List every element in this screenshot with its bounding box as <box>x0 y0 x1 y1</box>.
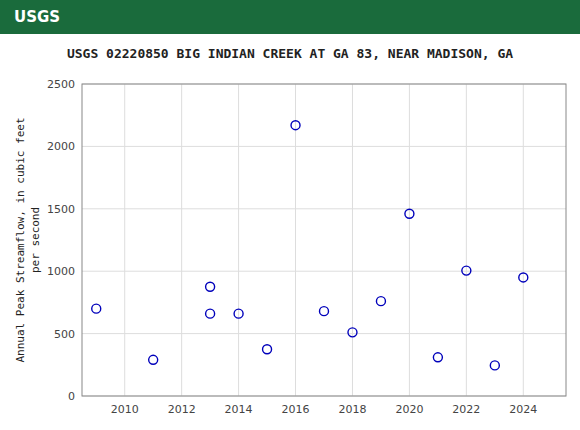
plot-frame <box>82 84 566 396</box>
header-text: USGS <box>14 8 60 26</box>
grid-line <box>124 84 125 396</box>
tick-label: 2018 <box>338 403 366 416</box>
point <box>206 309 215 318</box>
point <box>405 209 414 218</box>
tick-label: 2000 <box>47 140 75 153</box>
point <box>490 361 499 370</box>
point <box>462 266 471 275</box>
point <box>92 304 101 313</box>
point <box>291 121 300 130</box>
grid-line <box>466 84 467 396</box>
grid-line <box>523 84 524 396</box>
point <box>376 297 385 306</box>
point <box>320 307 329 316</box>
grid <box>82 84 566 396</box>
point <box>519 273 528 282</box>
tick-label: 2500 <box>47 78 75 91</box>
header-bar <box>0 0 580 34</box>
tick-label: 1000 <box>47 265 75 278</box>
grid-line <box>82 271 566 272</box>
chart: USGS USGS 02220850 BIG INDIAN CREEK AT GA… <box>0 0 580 430</box>
tick-label: 1500 <box>47 203 75 216</box>
tick-label: 2010 <box>111 403 139 416</box>
grid-line <box>82 146 566 147</box>
point <box>433 353 442 362</box>
grid-line <box>352 84 353 396</box>
tick-label: 2024 <box>509 403 537 416</box>
tick-label: 2022 <box>452 403 480 416</box>
y-axis-label-line: Annual Peak Streamflow, in cubic feet <box>14 117 27 362</box>
y-axis-label-line: per second <box>29 207 42 273</box>
grid-line <box>181 84 182 396</box>
grid-line <box>82 333 566 334</box>
point <box>149 355 158 364</box>
tick-label: 2016 <box>282 403 310 416</box>
points <box>92 121 528 370</box>
tick-label: 2020 <box>395 403 423 416</box>
point <box>263 345 272 354</box>
point <box>348 328 357 337</box>
tick-label: 2014 <box>225 403 253 416</box>
grid-line <box>295 84 296 396</box>
point <box>206 282 215 291</box>
y-axis-label: Annual Peak Streamflow, in cubic feetper… <box>14 117 42 362</box>
point <box>234 309 243 318</box>
tick-label: 500 <box>54 328 75 341</box>
tick-label: 0 <box>68 390 75 403</box>
grid-line <box>238 84 239 396</box>
grid-line <box>409 84 410 396</box>
tick-label: 2012 <box>168 403 196 416</box>
grid-line <box>82 208 566 209</box>
title: USGS 02220850 BIG INDIAN CREEK AT GA 83,… <box>67 46 513 61</box>
